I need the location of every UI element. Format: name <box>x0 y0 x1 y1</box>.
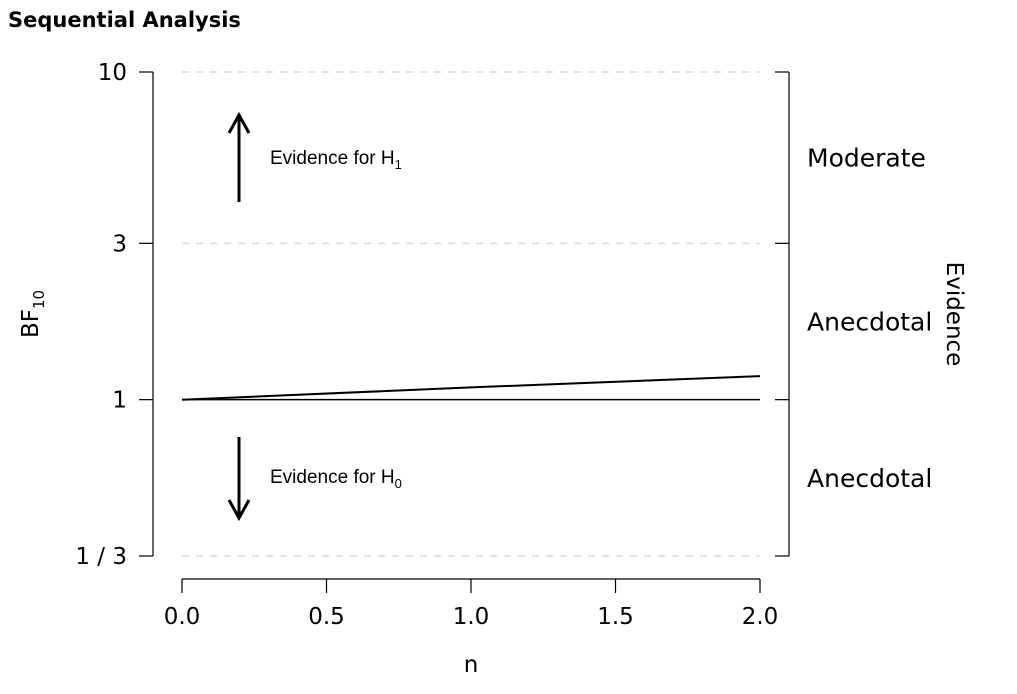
evidence-annotation-text: Evidence for H <box>270 467 395 488</box>
right-axis-title: Evidence <box>941 262 967 367</box>
y-tick-label: 3 <box>112 231 127 257</box>
y-tick-label: 10 <box>98 60 127 86</box>
arrow-head-icon <box>227 499 251 522</box>
y-axis-title-base: BF <box>18 309 44 338</box>
x-tick-label: 2.0 <box>742 604 779 630</box>
evidence-annotation-subscript: 0 <box>395 476 402 491</box>
evidence-annotation: Evidence for H1 <box>270 148 402 172</box>
x-tick-label: 1.5 <box>597 604 634 630</box>
evidence-annotation-subscript: 1 <box>395 157 402 172</box>
x-axis-title: n <box>464 652 479 678</box>
evidence-region-label: Anecdotal <box>807 307 932 336</box>
evidence-annotation: Evidence for H0 <box>270 467 402 491</box>
y-axis-title: BF10 <box>18 290 48 338</box>
y-axis-title-subscript: 10 <box>30 290 48 309</box>
y-tick-label: 1 <box>112 388 127 414</box>
y-tick-label: 1 / 3 <box>75 544 127 570</box>
evidence-region-label: Anecdotal <box>807 464 932 493</box>
arrow-head-icon <box>227 111 251 134</box>
series-line <box>181 375 761 401</box>
panel-title: Sequential Analysis <box>8 8 241 32</box>
evidence-region-label: Moderate <box>807 144 926 173</box>
x-tick-label: 1.0 <box>453 604 490 630</box>
x-tick-label: 0.5 <box>308 604 345 630</box>
x-tick-label: 0.0 <box>164 604 201 630</box>
evidence-annotation-text: Evidence for H <box>270 148 395 169</box>
